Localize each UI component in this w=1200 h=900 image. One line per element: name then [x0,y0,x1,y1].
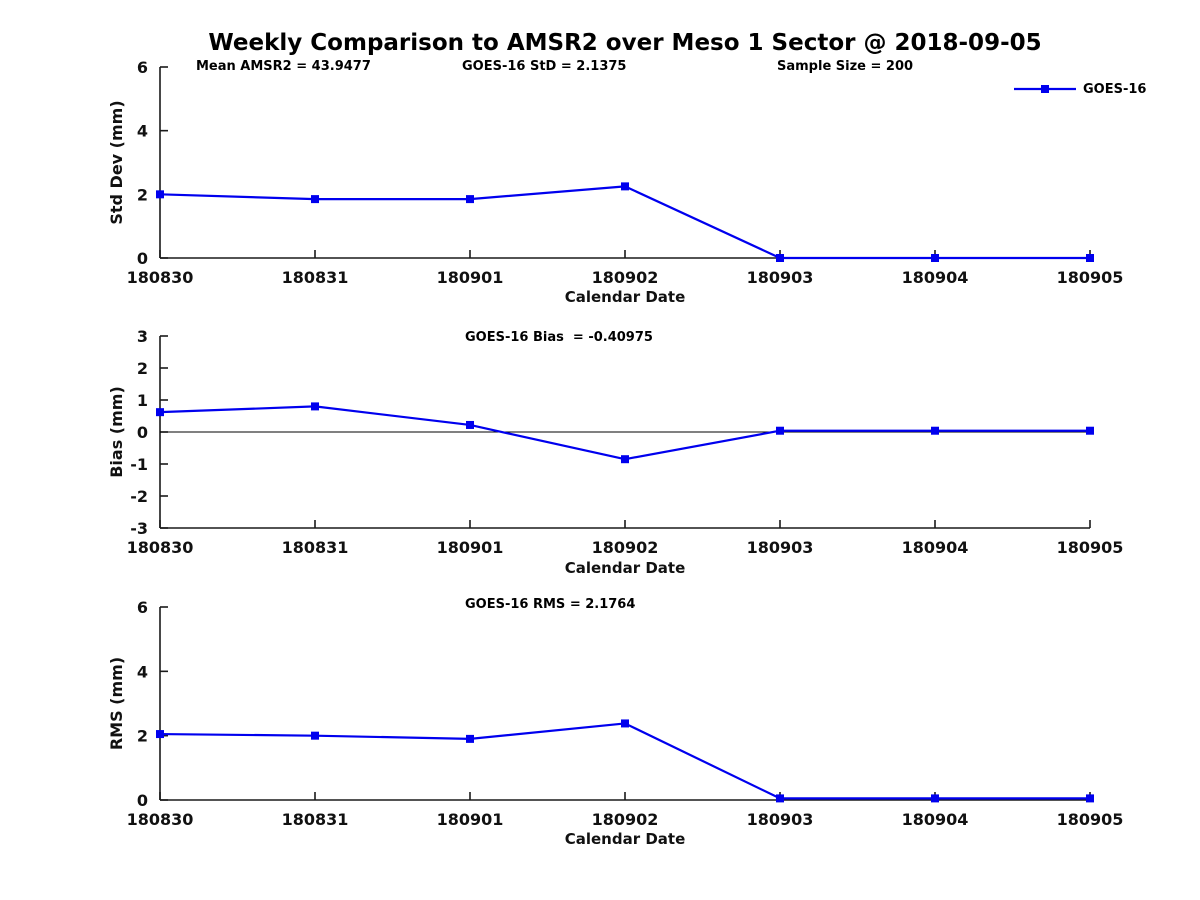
bias-xlabel: Calendar Date [565,559,686,577]
bias-data-point-marker [621,455,629,464]
bias-y-tick-label: 0 [137,423,148,442]
stddev-x-tick-label: 180905 [1057,268,1124,287]
bias-data-point-marker [1086,426,1094,435]
stddev-x-tick-label: 180902 [592,268,659,287]
stddev-xlabel: Calendar Date [565,288,686,306]
stddev-data-point-marker [776,254,784,262]
stddev-y-tick-label: 2 [137,185,148,204]
bias-data-point-marker [776,426,784,435]
bias-y-tick-label: 1 [137,391,148,410]
stddev-y-tick-label: 0 [137,249,148,268]
rms-x-tick-label: 180903 [747,810,814,829]
rms-y-tick-label: 0 [137,791,148,810]
rms-series-line [159,722,1090,800]
bias-x-tick-label: 180905 [1057,538,1124,557]
bias-data-point-marker [931,426,939,435]
stddev-ylabel: Std Dev (mm) [107,100,126,224]
stddev-y-tick-label: 6 [137,58,148,77]
rms-data-point-marker [776,794,784,803]
rms-x-tick-label: 180902 [592,810,659,829]
rms-ylabel: RMS (mm) [107,657,126,750]
rms-y-tick-label: 4 [137,662,148,681]
bias-x-tick-label: 180903 [747,538,814,557]
legend-label: GOES-16 [1083,81,1147,97]
rms-y-tick-label: 6 [137,598,148,617]
stddev-x-tick-label: 180903 [747,268,814,287]
stddev-data-point-marker [1086,254,1094,262]
rms-data-point-marker [156,730,164,739]
bias-data-point-marker [156,408,164,417]
legend-goes16: GOES-16 [1013,80,1146,98]
rms-y-tick-label: 2 [137,727,148,746]
rms-x-tick-label: 180905 [1057,810,1124,829]
rms-data-point-marker [931,794,939,803]
rms-xlabel: Calendar Date [565,830,686,848]
legend-line-marker-icon [1014,85,1076,93]
bias-x-tick-label: 180831 [282,538,349,557]
bias-y-tick-label: -1 [130,455,148,474]
rms-data-point-marker [466,734,474,743]
stddev-data-point-marker [621,182,629,191]
stddev-y-tick-label: 4 [137,122,148,141]
annotation-mean-amsr2: Mean AMSR2 = 43.9477 [196,59,371,74]
stddev-x-tick-label: 180831 [282,268,349,287]
rms-x-tick-label: 180901 [437,810,504,829]
annotation-goes16-std: GOES-16 StD = 2.1375 [462,59,627,74]
bias-data-point-marker [466,420,474,429]
bias-data-point-marker [311,402,319,411]
annotation-sample-size: Sample Size = 200 [777,59,914,74]
bias-ylabel: Bias (mm) [107,386,126,478]
stddev-data-point-marker [311,195,319,204]
bias-y-tick-label: 2 [137,359,148,378]
bias-y-tick-label: -2 [130,487,148,506]
bias-x-tick-label: 180904 [902,538,969,557]
stddev-data-point-marker [466,195,474,204]
rms-data-point-marker [311,731,319,740]
stddev-data-point-marker [931,254,939,262]
rms-data-point-marker [621,719,629,728]
rms-data-point-marker [1086,794,1094,803]
figure-title: Weekly Comparison to AMSR2 over Meso 1 S… [208,30,1042,56]
bias-y-tick-label: -3 [130,519,148,538]
annotation-goes16-bias: GOES-16 Bias = -0.40975 [465,330,653,345]
bias-y-tick-label: 3 [137,327,148,346]
bias-series-line [159,405,1090,461]
bias-x-tick-label: 180901 [437,538,504,557]
rms-x-tick-label: 180831 [282,810,349,829]
rms-x-tick-label: 180830 [127,810,194,829]
bias-x-tick-label: 180830 [127,538,194,557]
stddev-x-tick-label: 180901 [437,268,504,287]
annotation-goes16-rms: GOES-16 RMS = 2.1764 [465,597,636,612]
stddev-data-point-marker [156,190,164,199]
rms-x-tick-label: 180904 [902,810,969,829]
stddev-x-tick-label: 180904 [902,268,969,287]
stddev-series-line [159,185,1090,260]
bias-x-tick-label: 180902 [592,538,659,557]
stddev-x-tick-label: 180830 [127,268,194,287]
